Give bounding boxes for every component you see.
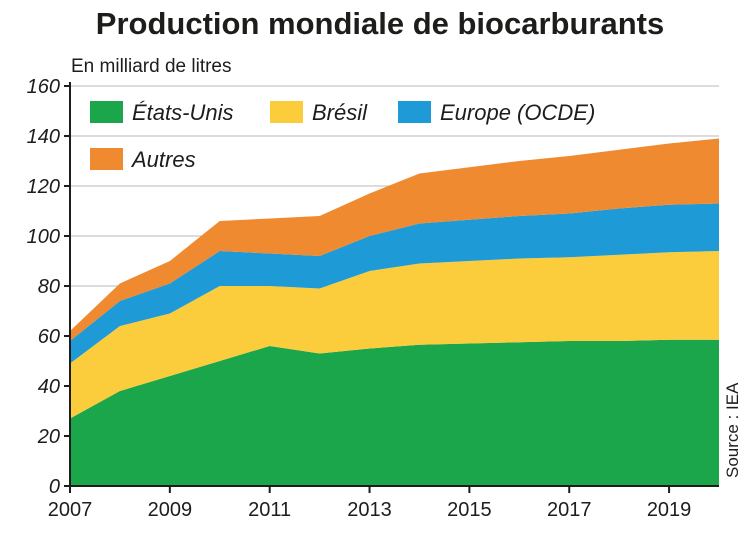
chart-title: Production mondiale de biocarburants <box>96 6 664 41</box>
area-series-3 <box>70 138 719 341</box>
legend-label-0: États-Unis <box>132 100 233 125</box>
legend-label-1: Brésil <box>312 100 368 125</box>
y-tick-label-40: 40 <box>38 376 60 398</box>
source-note: Source : IEA <box>723 382 742 478</box>
y-tick-label-140: 140 <box>27 126 60 148</box>
x-tick-label-2009: 2009 <box>148 499 193 521</box>
x-tick-label-2011: 2011 <box>248 499 291 521</box>
x-tick-label-2007: 2007 <box>48 499 93 521</box>
legend-swatch-0 <box>90 101 123 123</box>
legend-swatch-1 <box>270 101 303 123</box>
x-tick-label-2015: 2015 <box>447 499 492 521</box>
x-tick-label-2019: 2019 <box>647 499 692 521</box>
legend-label-2: Europe (OCDE) <box>440 100 595 125</box>
x-tick-label-2013: 2013 <box>347 499 392 521</box>
y-tick-label-20: 20 <box>37 426 60 448</box>
y-tick-label-0: 0 <box>49 476 60 498</box>
x-tick-label-2017: 2017 <box>547 499 592 521</box>
x-axis-ticks: 2007 2009 2011 2013 2015 2017 2019 <box>48 486 692 521</box>
y-tick-label-80: 80 <box>38 276 60 298</box>
y-tick-label-160: 160 <box>27 76 60 98</box>
area-series-1 <box>70 251 719 419</box>
legend-label-3: Autres <box>130 147 196 172</box>
y-tick-label-120: 120 <box>27 176 60 198</box>
legend-swatch-2 <box>398 101 431 123</box>
y-axis-ticks: 0 20 40 60 80 100 120 140 160 <box>27 76 70 498</box>
y-axis-unit-label: En milliard de litres <box>71 56 232 77</box>
area-series-2 <box>70 203 719 364</box>
legend: États-Unis Brésil Europe (OCDE) Autres <box>90 100 595 172</box>
y-tick-label-100: 100 <box>27 226 60 248</box>
legend-swatch-3 <box>90 148 123 170</box>
y-tick-label-60: 60 <box>38 326 60 348</box>
area-series-0 <box>70 339 719 486</box>
stacked-areas <box>70 138 719 486</box>
